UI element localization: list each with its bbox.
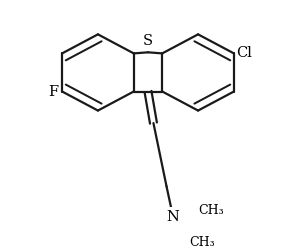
Text: Cl: Cl — [236, 46, 252, 60]
Text: F: F — [49, 84, 59, 98]
Text: N: N — [167, 210, 179, 224]
Text: CH₃: CH₃ — [189, 236, 215, 249]
Text: CH₃: CH₃ — [199, 204, 224, 217]
Text: S: S — [143, 34, 153, 48]
